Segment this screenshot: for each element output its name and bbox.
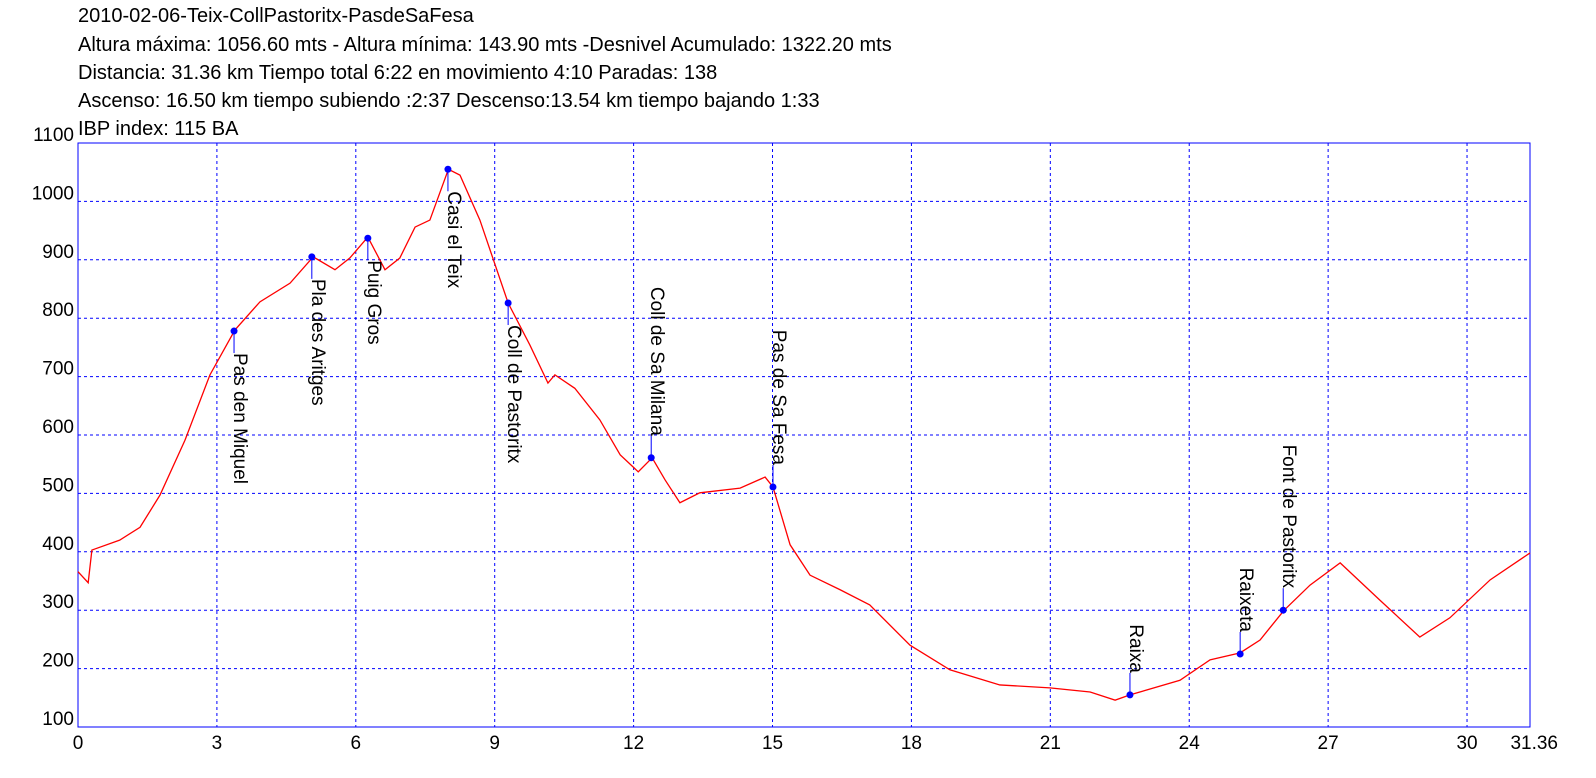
x-tick-label: 21 <box>1040 733 1061 754</box>
y-tick-label: 400 <box>42 534 74 555</box>
x-tick-label: 3 <box>212 733 223 754</box>
y-tick-label: 1100 <box>33 125 74 146</box>
waypoint-label: Coll de Pastoritx <box>503 325 524 464</box>
elevation-line <box>77 168 1531 701</box>
waypoint-label: Casi el Teix <box>443 191 464 288</box>
waypoint-dot <box>364 234 372 242</box>
y-tick-label: 1000 <box>32 183 74 204</box>
x-tick-label: 15 <box>762 733 783 754</box>
waypoint-dot <box>504 299 512 307</box>
waypoint-dot <box>1279 606 1287 614</box>
x-tick-label: 27 <box>1318 733 1339 754</box>
x-tick-label: 24 <box>1179 733 1201 754</box>
waypoint-dot <box>1126 691 1134 699</box>
x-tick-label: 9 <box>489 733 500 754</box>
waypoint-dot <box>230 327 238 335</box>
waypoint-label: Raixeta <box>1235 568 1256 633</box>
waypoint-label: Coll de Sa Milana <box>646 287 667 436</box>
x-tick-label: 12 <box>623 733 644 754</box>
y-tick-label: 900 <box>42 242 74 263</box>
waypoint-dot <box>769 483 777 491</box>
waypoint-label: Pas den Miquel <box>229 353 250 484</box>
info-line: IBP index: 115 BA <box>78 118 239 140</box>
y-tick-label: 500 <box>42 475 74 496</box>
waypoint-label: Puig Gros <box>363 260 384 344</box>
y-tick-label: 300 <box>42 592 74 613</box>
waypoint-dot <box>308 253 316 261</box>
y-tick-label: 600 <box>42 417 74 438</box>
info-line: Distancia: 31.36 km Tiempo total 6:22 en… <box>78 62 717 84</box>
waypoint-dot <box>1236 650 1244 658</box>
y-tick-label: 200 <box>42 651 74 672</box>
waypoint-label: Raixa <box>1125 624 1146 673</box>
x-tick-label: 18 <box>901 733 922 754</box>
info-line: Ascenso: 16.50 km tiempo subiendo :2:37 … <box>78 90 820 112</box>
info-line: Altura máxima: 1056.60 mts - Altura míni… <box>78 34 892 56</box>
waypoint-label: Font de Pastoritx <box>1278 445 1299 589</box>
plot-frame <box>77 142 1531 728</box>
x-tick-label: 6 <box>351 733 362 754</box>
waypoint-label: Pla des Aritges <box>307 279 328 406</box>
waypoint-dot <box>444 165 452 173</box>
y-tick-label: 100 <box>42 709 74 730</box>
waypoint-dot <box>647 454 655 462</box>
y-tick-label: 800 <box>42 300 74 321</box>
x-tick-label: 30 <box>1456 733 1477 754</box>
waypoint-label: Pas de Sa Fesa <box>768 330 789 466</box>
y-tick-label: 700 <box>42 359 74 380</box>
x-tick-label: 31.36 <box>1510 733 1558 754</box>
chart-title: 2010-02-06-Teix-CollPastoritx-PasdeSaFes… <box>78 5 475 27</box>
x-tick-label: 0 <box>73 733 84 754</box>
